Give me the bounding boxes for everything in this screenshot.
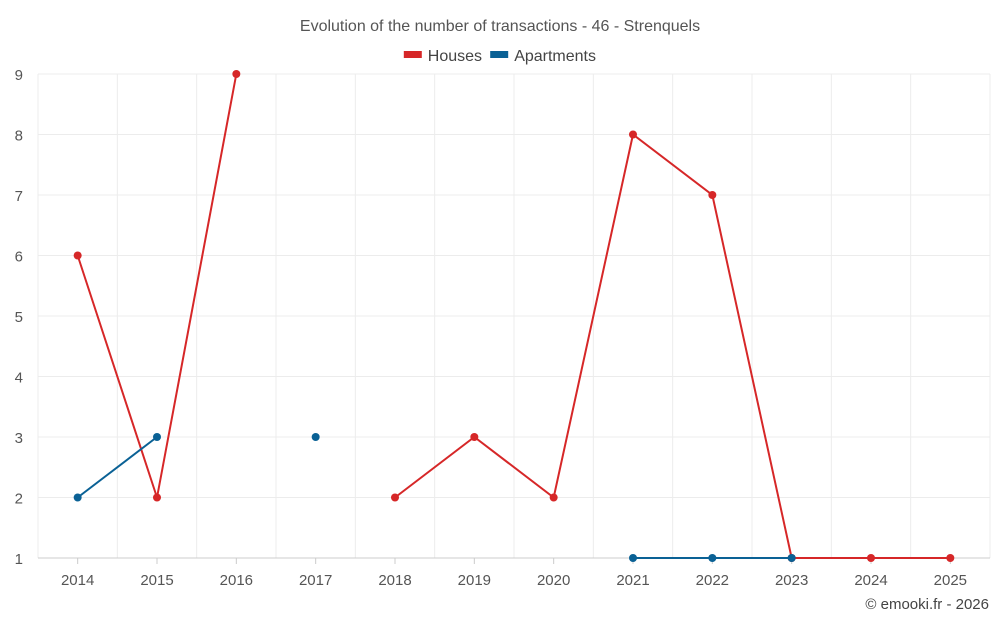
x-tick-label: 2017 (299, 572, 332, 589)
houses-data-point[interactable] (73, 251, 82, 260)
credit-text: © emooki.fr - 2026 (865, 596, 989, 613)
houses-data-point[interactable] (391, 493, 399, 502)
y-tick-label: 6 (15, 249, 23, 266)
houses-data-point[interactable] (629, 130, 637, 139)
chart-title: Evolution of the number of transactions … (300, 18, 700, 35)
y-tick-label: 7 (15, 188, 23, 205)
houses-legend-swatch (403, 51, 422, 58)
x-tick-label: 2019 (458, 572, 491, 589)
x-tick-label: 2018 (378, 572, 411, 589)
y-tick-label: 1 (15, 551, 23, 568)
x-tick-label: 2023 (775, 572, 808, 589)
x-tick-label: 2022 (696, 572, 729, 589)
apartments-data-point[interactable] (629, 554, 637, 562)
houses-data-point[interactable] (153, 493, 161, 502)
apartments-data-point[interactable] (153, 433, 161, 441)
x-tick-label: 2015 (140, 572, 173, 589)
houses-legend-label: Houses (428, 48, 482, 65)
legend: Houses Apartments (403, 48, 596, 65)
apartments-data-point[interactable] (73, 493, 82, 502)
houses-data-point[interactable] (946, 554, 955, 562)
grid-lines (37, 73, 991, 558)
houses-data-point[interactable] (708, 191, 717, 199)
apartments-data-point[interactable] (311, 433, 320, 441)
apartments-legend-label: Apartments (514, 48, 596, 65)
x-tick-label: 2025 (934, 572, 967, 589)
x-axis: 2014 2015 2016 2017 2018 2019 2020 2021 2022 2023… (38, 557, 990, 589)
y-axis: 1 2 3 4 5 6 7 8 9 (15, 67, 23, 568)
x-tick-label: 2014 (61, 572, 94, 589)
x-tick-label: 2016 (220, 572, 253, 589)
y-tick-label: 2 (15, 491, 23, 508)
apartments-data-point[interactable] (787, 554, 796, 562)
houses-data-point[interactable] (470, 433, 479, 441)
houses-data-point[interactable] (867, 554, 875, 562)
y-tick-label: 5 (15, 309, 23, 326)
series-group (73, 70, 955, 562)
apartments-data-point[interactable] (708, 554, 717, 562)
y-tick-label: 8 (15, 128, 23, 145)
houses-series-line (394, 132, 951, 559)
x-tick-label: 2020 (537, 572, 570, 589)
houses-data-point[interactable] (232, 70, 241, 78)
x-tick-label: 2024 (854, 572, 887, 589)
y-tick-label: 4 (15, 370, 23, 387)
apartments-legend-swatch (490, 51, 509, 58)
x-tick-label: 2021 (616, 572, 649, 589)
apartments-series-line (77, 436, 158, 499)
y-tick-label: 3 (15, 430, 23, 447)
y-tick-label: 9 (15, 67, 23, 84)
houses-data-point[interactable] (549, 493, 558, 502)
